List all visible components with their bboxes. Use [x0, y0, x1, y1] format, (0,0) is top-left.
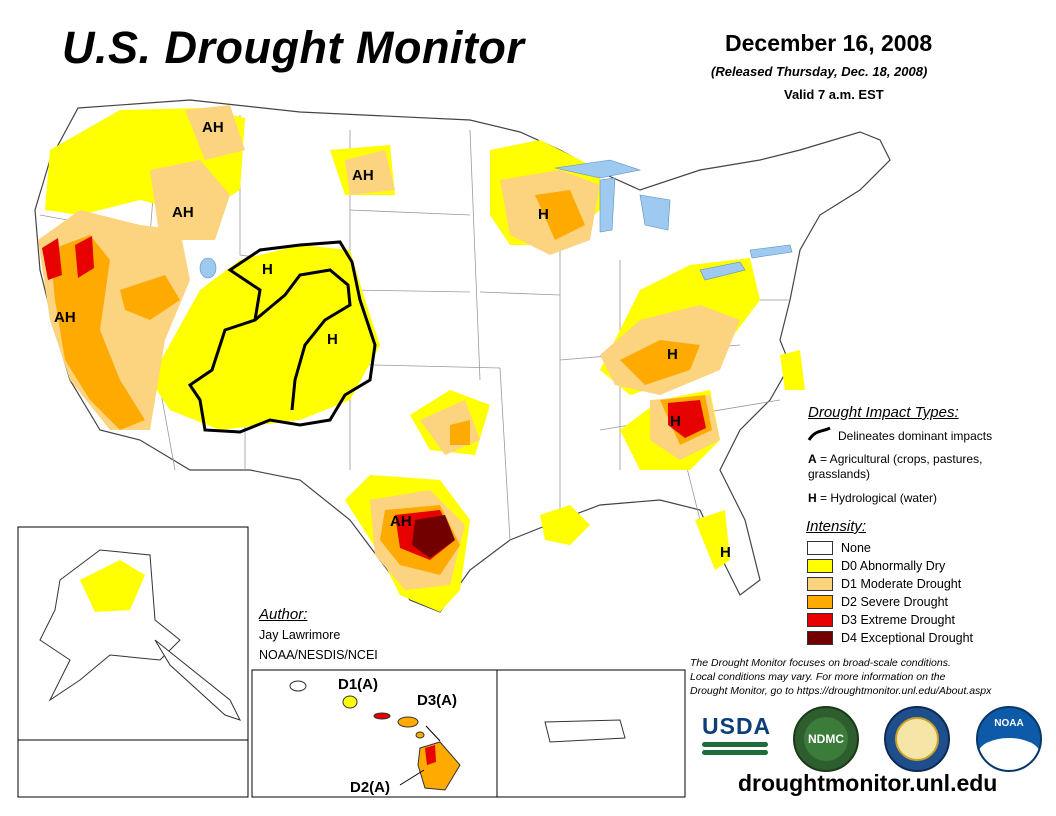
- ndmc-logo: NDMC: [793, 706, 859, 772]
- map-date: December 16, 2008: [725, 30, 933, 56]
- usda-logo-text: USDA: [702, 713, 772, 739]
- label-ah-idaho: AH: [172, 204, 194, 221]
- conus-outline: [34, 99, 891, 613]
- disclaimer-note: The Drought Monitor focuses on broad-sca…: [690, 656, 1050, 698]
- release-date: (Released Thursday, Dec. 18, 2008): [711, 64, 928, 79]
- hawaii-label-d2: D2(A): [350, 779, 390, 796]
- d4-area: [412, 515, 455, 558]
- hawaii-label-d1: D1(A): [338, 676, 378, 693]
- note-line-1: The Drought Monitor focuses on broad-sca…: [690, 657, 951, 669]
- intensity-swatch: [807, 559, 833, 573]
- hawaii-label-d3: D3(A): [417, 692, 457, 709]
- commerce-seal-icon: [884, 706, 950, 772]
- impact-labels: AH AH AH AH H H H H H AH H: [54, 119, 731, 561]
- impact-a-key: A: [808, 452, 817, 466]
- intensity-label: D3 Extreme Drought: [841, 613, 955, 627]
- noaa-logo-text: NOAA: [994, 718, 1024, 729]
- impact-line-description: Delineates dominant impacts: [838, 429, 993, 443]
- intensity-legend-item: D0 Abnormally Dry: [807, 559, 945, 573]
- label-h-tennessee: H: [667, 346, 678, 363]
- note-line-2: Local conditions may vary. For more info…: [690, 671, 946, 683]
- intensity-label: D1 Moderate Drought: [841, 577, 962, 591]
- label-h-wisconsin: H: [538, 206, 549, 223]
- page-title: U.S. Drought Monitor: [62, 22, 525, 73]
- usda-logo: USDA: [702, 713, 772, 759]
- water-bodies: [199, 159, 793, 281]
- impact-h-description: = Hydrological (water): [816, 491, 938, 505]
- intensity-legend-item: D4 Exceptional Drought: [807, 631, 973, 645]
- impact-h-key: H: [808, 491, 817, 505]
- author-name: Jay Lawrimore: [259, 628, 341, 642]
- intensity-swatch: [807, 613, 833, 627]
- author-heading: Author:: [259, 606, 308, 623]
- impact-agricultural: A = Agricultural (crops, pastures, grass…: [808, 452, 1038, 482]
- intensity-label: D0 Abnormally Dry: [841, 559, 946, 573]
- puerto-rico-inset: [496, 669, 686, 798]
- intensity-legend-item: None: [807, 541, 871, 555]
- label-h-wyoming: H: [262, 261, 273, 278]
- ndmc-logo-text: NDMC: [804, 717, 848, 761]
- impact-line-sample: [807, 426, 831, 441]
- alaska-inset: [17, 526, 249, 798]
- impact-types-heading: Drought Impact Types:: [808, 404, 959, 421]
- label-h-florida: H: [720, 544, 731, 561]
- label-ah-montana: AH: [202, 119, 224, 136]
- intensity-swatch: [807, 595, 833, 609]
- label-ah-california: AH: [54, 309, 76, 326]
- label-ah-sd: AH: [352, 167, 374, 184]
- impact-delineation: [187, 240, 377, 434]
- label-h-colorado: H: [327, 331, 338, 348]
- intensity-legend-item: D3 Extreme Drought: [807, 613, 955, 627]
- noaa-logo: NOAA: [976, 706, 1042, 772]
- intensity-label: D4 Exceptional Drought: [841, 631, 974, 645]
- label-ah-texas: AH: [390, 513, 412, 530]
- note-line-3: Drought Monitor, go to https://droughtmo…: [690, 685, 992, 697]
- hawaii-inset: D1(A) D3(A) D2(A): [251, 669, 498, 798]
- intensity-legend-item: D1 Moderate Drought: [807, 577, 961, 591]
- impact-hydrological: H = Hydrological (water): [808, 491, 937, 505]
- intensity-heading: Intensity:: [806, 518, 867, 535]
- intensity-legend-item: D2 Severe Drought: [807, 595, 948, 609]
- intensity-swatch: [807, 577, 833, 591]
- intensity-swatch: [807, 631, 833, 645]
- intensity-label: D2 Severe Drought: [841, 595, 949, 609]
- intensity-label: None: [841, 541, 871, 555]
- intensity-swatch: [807, 541, 833, 555]
- website-url[interactable]: droughtmonitor.unl.edu: [738, 770, 998, 796]
- impact-a-description: = Agricultural (crops, pastures, grassla…: [808, 452, 983, 481]
- author-organization: NOAA/NESDIS/NCEI: [259, 648, 378, 662]
- valid-time: Valid 7 a.m. EST: [784, 87, 884, 102]
- label-h-carolina: H: [670, 413, 681, 430]
